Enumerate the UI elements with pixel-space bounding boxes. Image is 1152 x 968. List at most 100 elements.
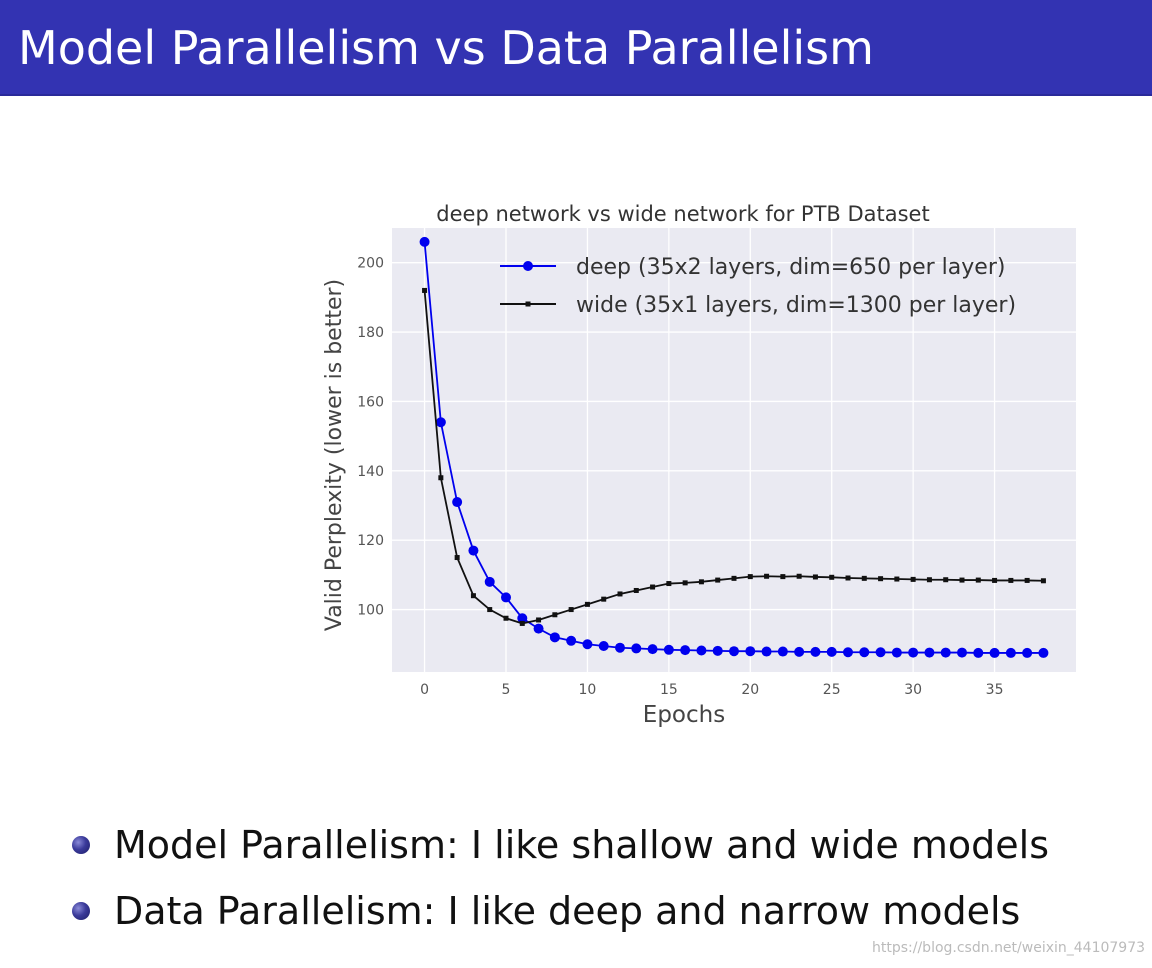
data-point	[468, 545, 479, 556]
data-point	[729, 646, 739, 657]
data-point	[650, 584, 656, 590]
x-tick-label: 5	[502, 682, 511, 698]
data-point	[908, 647, 919, 658]
data-point	[1040, 578, 1046, 584]
data-point	[533, 623, 544, 634]
legend-marker	[525, 301, 531, 307]
data-point	[617, 591, 623, 597]
data-point	[764, 573, 770, 579]
y-tick-label: 160	[357, 394, 384, 410]
data-point	[973, 647, 984, 658]
data-point	[843, 647, 853, 658]
x-tick-label: 30	[904, 682, 922, 698]
data-point	[615, 642, 625, 653]
data-point	[943, 577, 949, 583]
data-point	[924, 647, 935, 658]
bullet-dot-icon	[72, 902, 90, 920]
series-deep	[419, 236, 1049, 658]
data-point	[1038, 647, 1049, 658]
y-tick-label: 120	[357, 533, 384, 549]
data-point	[487, 607, 493, 613]
x-tick-label: 20	[741, 682, 759, 698]
data-point	[1008, 577, 1014, 583]
data-point	[829, 574, 835, 580]
legend-label: deep (35x2 layers, dim=650 per layer)	[576, 255, 1005, 280]
data-point	[761, 646, 772, 657]
bullet-dot-icon	[72, 836, 90, 854]
data-point	[859, 647, 870, 658]
data-point	[1022, 647, 1033, 658]
data-point	[777, 646, 788, 657]
data-point	[454, 555, 460, 561]
watermark: https://blog.csdn.net/weixin_44107973	[872, 940, 1146, 956]
chart-title: deep network vs wide network for PTB Dat…	[436, 202, 929, 226]
y-tick-label: 140	[357, 464, 384, 480]
bullet-text: Model Parallelism: I like shallow and wi…	[114, 823, 1049, 867]
slide-title-bar: Model Parallelism vs Data Parallelism	[0, 0, 1152, 96]
data-point	[503, 615, 509, 621]
x-tick-label: 10	[579, 682, 597, 698]
data-point	[845, 575, 851, 581]
data-point	[647, 644, 658, 655]
data-point	[794, 646, 805, 657]
data-point	[419, 236, 430, 247]
data-point	[666, 581, 672, 587]
data-point	[891, 647, 902, 658]
data-point	[712, 645, 723, 656]
data-point	[470, 593, 476, 599]
data-point	[715, 577, 721, 583]
data-point	[926, 577, 932, 583]
x-tick-label: 25	[823, 682, 841, 698]
data-point	[435, 417, 446, 428]
data-point	[422, 287, 428, 293]
y-tick-label: 100	[357, 603, 384, 619]
data-point	[796, 573, 802, 579]
data-point	[484, 576, 495, 587]
data-point	[957, 647, 967, 658]
data-point	[633, 587, 639, 593]
data-point	[731, 575, 737, 581]
data-point	[747, 574, 753, 580]
data-point	[549, 632, 560, 643]
data-point	[566, 635, 577, 646]
data-point	[536, 617, 542, 623]
data-point	[894, 576, 900, 582]
data-point	[812, 574, 818, 580]
data-point	[568, 607, 574, 613]
data-point	[501, 592, 511, 603]
series-wide	[422, 287, 1046, 626]
data-point	[552, 612, 558, 618]
x-tick-label: 35	[986, 682, 1004, 698]
data-point	[438, 475, 444, 481]
data-point	[959, 577, 965, 583]
data-point	[878, 576, 884, 582]
data-point	[519, 620, 525, 626]
data-point	[698, 579, 704, 585]
data-point	[452, 497, 463, 508]
bullet-text: Data Parallelism: I like deep and narrow…	[114, 889, 1021, 933]
data-point	[696, 645, 707, 656]
legend-label: wide (35x1 layers, dim=1300 per layer)	[576, 293, 1016, 318]
y-axis-label: Valid Perplexity (lower is better)	[322, 279, 347, 631]
data-point	[975, 577, 981, 583]
data-point	[780, 574, 786, 580]
data-point	[663, 644, 674, 655]
data-point	[601, 596, 607, 602]
data-point	[598, 640, 609, 651]
legend: deep (35x2 layers, dim=650 per layer) wid…	[500, 255, 1016, 318]
data-point	[910, 576, 916, 582]
legend-marker	[523, 261, 533, 271]
data-point	[875, 647, 886, 658]
y-tick-label: 180	[357, 325, 384, 341]
data-point	[826, 646, 837, 657]
data-point	[680, 645, 691, 656]
x-axis-label: Epochs	[643, 702, 725, 728]
data-point	[517, 613, 528, 624]
data-point	[584, 601, 590, 607]
data-point	[745, 646, 756, 657]
data-point	[940, 647, 951, 658]
data-point	[631, 643, 642, 654]
data-point	[582, 639, 593, 650]
data-point	[992, 577, 998, 583]
